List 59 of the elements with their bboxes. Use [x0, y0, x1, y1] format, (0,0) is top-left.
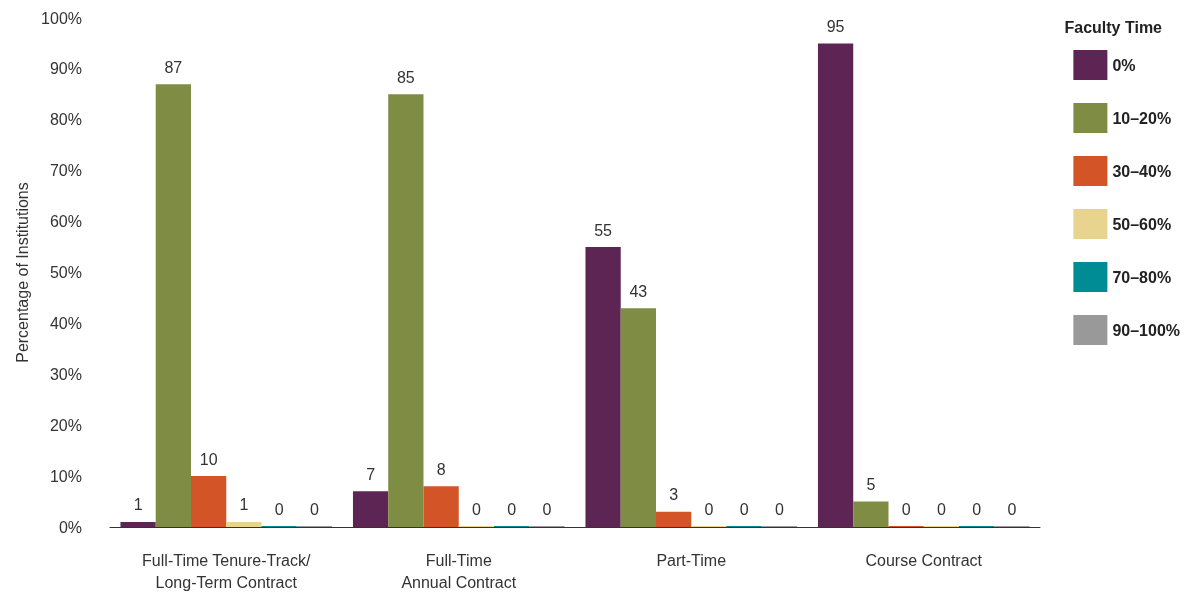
data-label: 5 [866, 476, 876, 494]
bar [620, 308, 656, 527]
data-label: 43 [629, 282, 648, 300]
x-tick-label: Full-Time Annual Contract [401, 551, 517, 591]
data-label: 0 [274, 500, 284, 518]
data-label: 0 [471, 500, 481, 518]
legend-title: Faculty Time [1064, 18, 1163, 36]
bar [817, 43, 854, 527]
bar [120, 521, 156, 527]
y-tick-label: 100% [41, 9, 82, 27]
y-tick-label: 0% [58, 518, 82, 536]
data-label: 0 [507, 500, 517, 518]
data-label: 0 [704, 500, 714, 518]
bar [190, 476, 227, 527]
y-axis-title: Percentage of Institutions [13, 182, 31, 363]
y-tick-label: 90% [49, 60, 82, 78]
y-tick-label: 10% [49, 467, 82, 485]
data-label: 55 [594, 221, 613, 239]
data-label: 87 [164, 58, 183, 76]
legend-label: 30–40% [1112, 162, 1172, 180]
data-label: 0 [972, 500, 982, 518]
data-label: 0 [936, 500, 946, 518]
legend-label: 90–100% [1112, 321, 1181, 339]
legend-label: 50–60% [1112, 215, 1172, 233]
y-tick-label: 20% [49, 416, 82, 434]
bar [388, 94, 424, 527]
data-label: 0 [739, 500, 749, 518]
data-label: 10 [199, 450, 218, 468]
data-label: 0 [309, 500, 319, 518]
x-tick-label: Full-Time Tenure-Track/ Long-Term Contract [142, 551, 311, 591]
data-label: 3 [669, 486, 679, 504]
y-tick-label: 80% [49, 111, 82, 129]
bar [352, 491, 389, 527]
data-label: 85 [396, 68, 415, 86]
bar [853, 501, 889, 527]
data-label: 7 [366, 465, 376, 483]
data-label: 0 [1007, 500, 1017, 518]
data-label: 8 [436, 460, 446, 478]
y-tick-label: 60% [49, 213, 82, 231]
data-label: 0 [901, 500, 911, 518]
bar [226, 521, 262, 527]
data-label: 95 [826, 17, 845, 35]
y-tick-label: 40% [49, 314, 82, 332]
x-tick-label: Course Contract [865, 551, 983, 569]
data-label: 1 [239, 496, 249, 514]
bar [585, 247, 621, 527]
data-label: 1 [133, 496, 143, 514]
bar [655, 511, 692, 527]
y-tick-label: 50% [49, 264, 82, 281]
bar [155, 84, 191, 527]
y-tick-label: 70% [49, 162, 82, 180]
y-tick-label: 30% [49, 365, 82, 383]
x-tick-label: Part-Time [656, 551, 727, 569]
legend-label: 10–20% [1112, 109, 1172, 127]
data-label: 0 [774, 500, 784, 518]
legend-label: 70–80% [1112, 268, 1172, 286]
bar [423, 486, 459, 527]
data-label: 0 [542, 500, 552, 518]
legend-label: 0% [1112, 56, 1136, 74]
